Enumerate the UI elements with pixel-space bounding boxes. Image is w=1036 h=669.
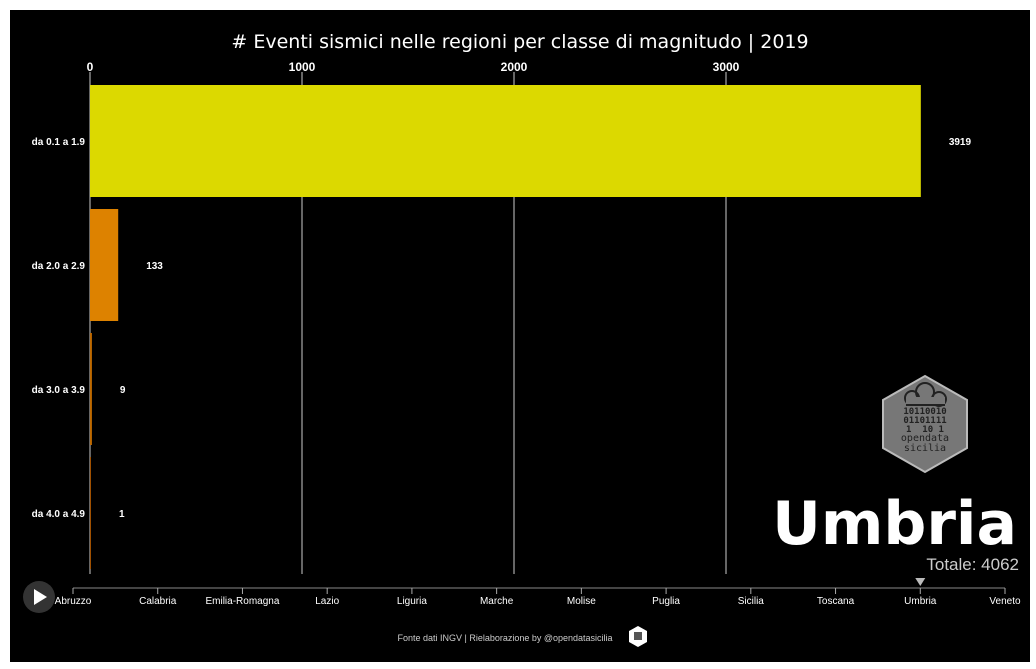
- x-tick-label-1000: 1000: [289, 60, 316, 74]
- cloud-icon: [904, 382, 947, 407]
- slider-label-molise[interactable]: Molise: [567, 596, 596, 607]
- chart-title: # Eventi sismici nelle regioni per class…: [231, 31, 808, 53]
- slider-label-abruzzo[interactable]: Abruzzo: [55, 596, 92, 607]
- bar-3: [90, 333, 92, 445]
- slider-ticks: Abruzzo Calabria Emilia-Romagna Lazio Liguri…: [55, 578, 1021, 607]
- region-slider[interactable]: Abruzzo Calabria Emilia-Romagna Lazio Liguri…: [55, 578, 1021, 607]
- value-label-2: 133: [146, 261, 163, 272]
- chart-svg: # Eventi sismici nelle regioni per class…: [23, 31, 1021, 647]
- total-value: Totale: 4062: [926, 555, 1019, 574]
- logo-binary-1: 10110010: [903, 407, 946, 417]
- slider-label-veneto[interactable]: Veneto: [989, 596, 1021, 607]
- region-name: Umbria: [772, 489, 1017, 559]
- slider-label-lazio[interactable]: Lazio: [315, 596, 339, 607]
- bar-4: [90, 457, 91, 569]
- play-icon[interactable]: [34, 589, 47, 605]
- value-label-4: 1: [119, 509, 125, 520]
- footer-text: Fonte dati INGV | Rielaborazione by @ope…: [397, 633, 612, 643]
- slider-label-sicilia[interactable]: Sicilia: [738, 596, 765, 607]
- slider-label-liguria[interactable]: Liguria: [397, 596, 427, 607]
- slider-handle[interactable]: [915, 578, 926, 586]
- bars-layer: [90, 85, 921, 569]
- chart-frame: # Eventi sismici nelle regioni per class…: [10, 10, 1030, 662]
- logo-binary-3: 1 10 1: [906, 425, 944, 435]
- opendatasicilia-logo: 10110010 01101111 1 10 1 opendata sicili…: [882, 374, 968, 474]
- play-button[interactable]: [23, 581, 55, 613]
- value-label-1: 3919: [949, 137, 972, 148]
- bar-1: [90, 85, 921, 197]
- value-label-3: 9: [120, 385, 126, 396]
- category-label-4: da 4.0 a 4.9: [32, 509, 86, 520]
- logo-binary-2: 01101111: [903, 416, 946, 426]
- logo-text-1: opendata: [901, 433, 949, 444]
- slider-label-emilia-romagna[interactable]: Emilia-Romagna: [205, 596, 279, 607]
- slider-label-puglia[interactable]: Puglia: [652, 596, 680, 607]
- slider-label-umbria[interactable]: Umbria: [904, 596, 937, 607]
- category-label-2: da 2.0 a 2.9: [32, 261, 86, 272]
- slider-label-calabria[interactable]: Calabria: [139, 596, 177, 607]
- x-tick-label-2000: 2000: [501, 60, 528, 74]
- bar-2: [90, 209, 119, 321]
- opendatasicilia-hex-icon: [629, 626, 647, 647]
- slider-label-marche[interactable]: Marche: [480, 596, 514, 607]
- labels-layer: 0 1000 2000 3000 da 0.1 a 1.9 3919 da 2.0 a 2.…: [32, 60, 972, 520]
- x-tick-label-0: 0: [87, 60, 94, 74]
- logo-text-2: sicilia: [904, 443, 946, 454]
- x-tick-label-3000: 3000: [713, 60, 740, 74]
- category-label-3: da 3.0 a 3.9: [32, 385, 86, 396]
- category-label-1: da 0.1 a 1.9: [32, 137, 86, 148]
- slider-label-toscana[interactable]: Toscana: [817, 596, 855, 607]
